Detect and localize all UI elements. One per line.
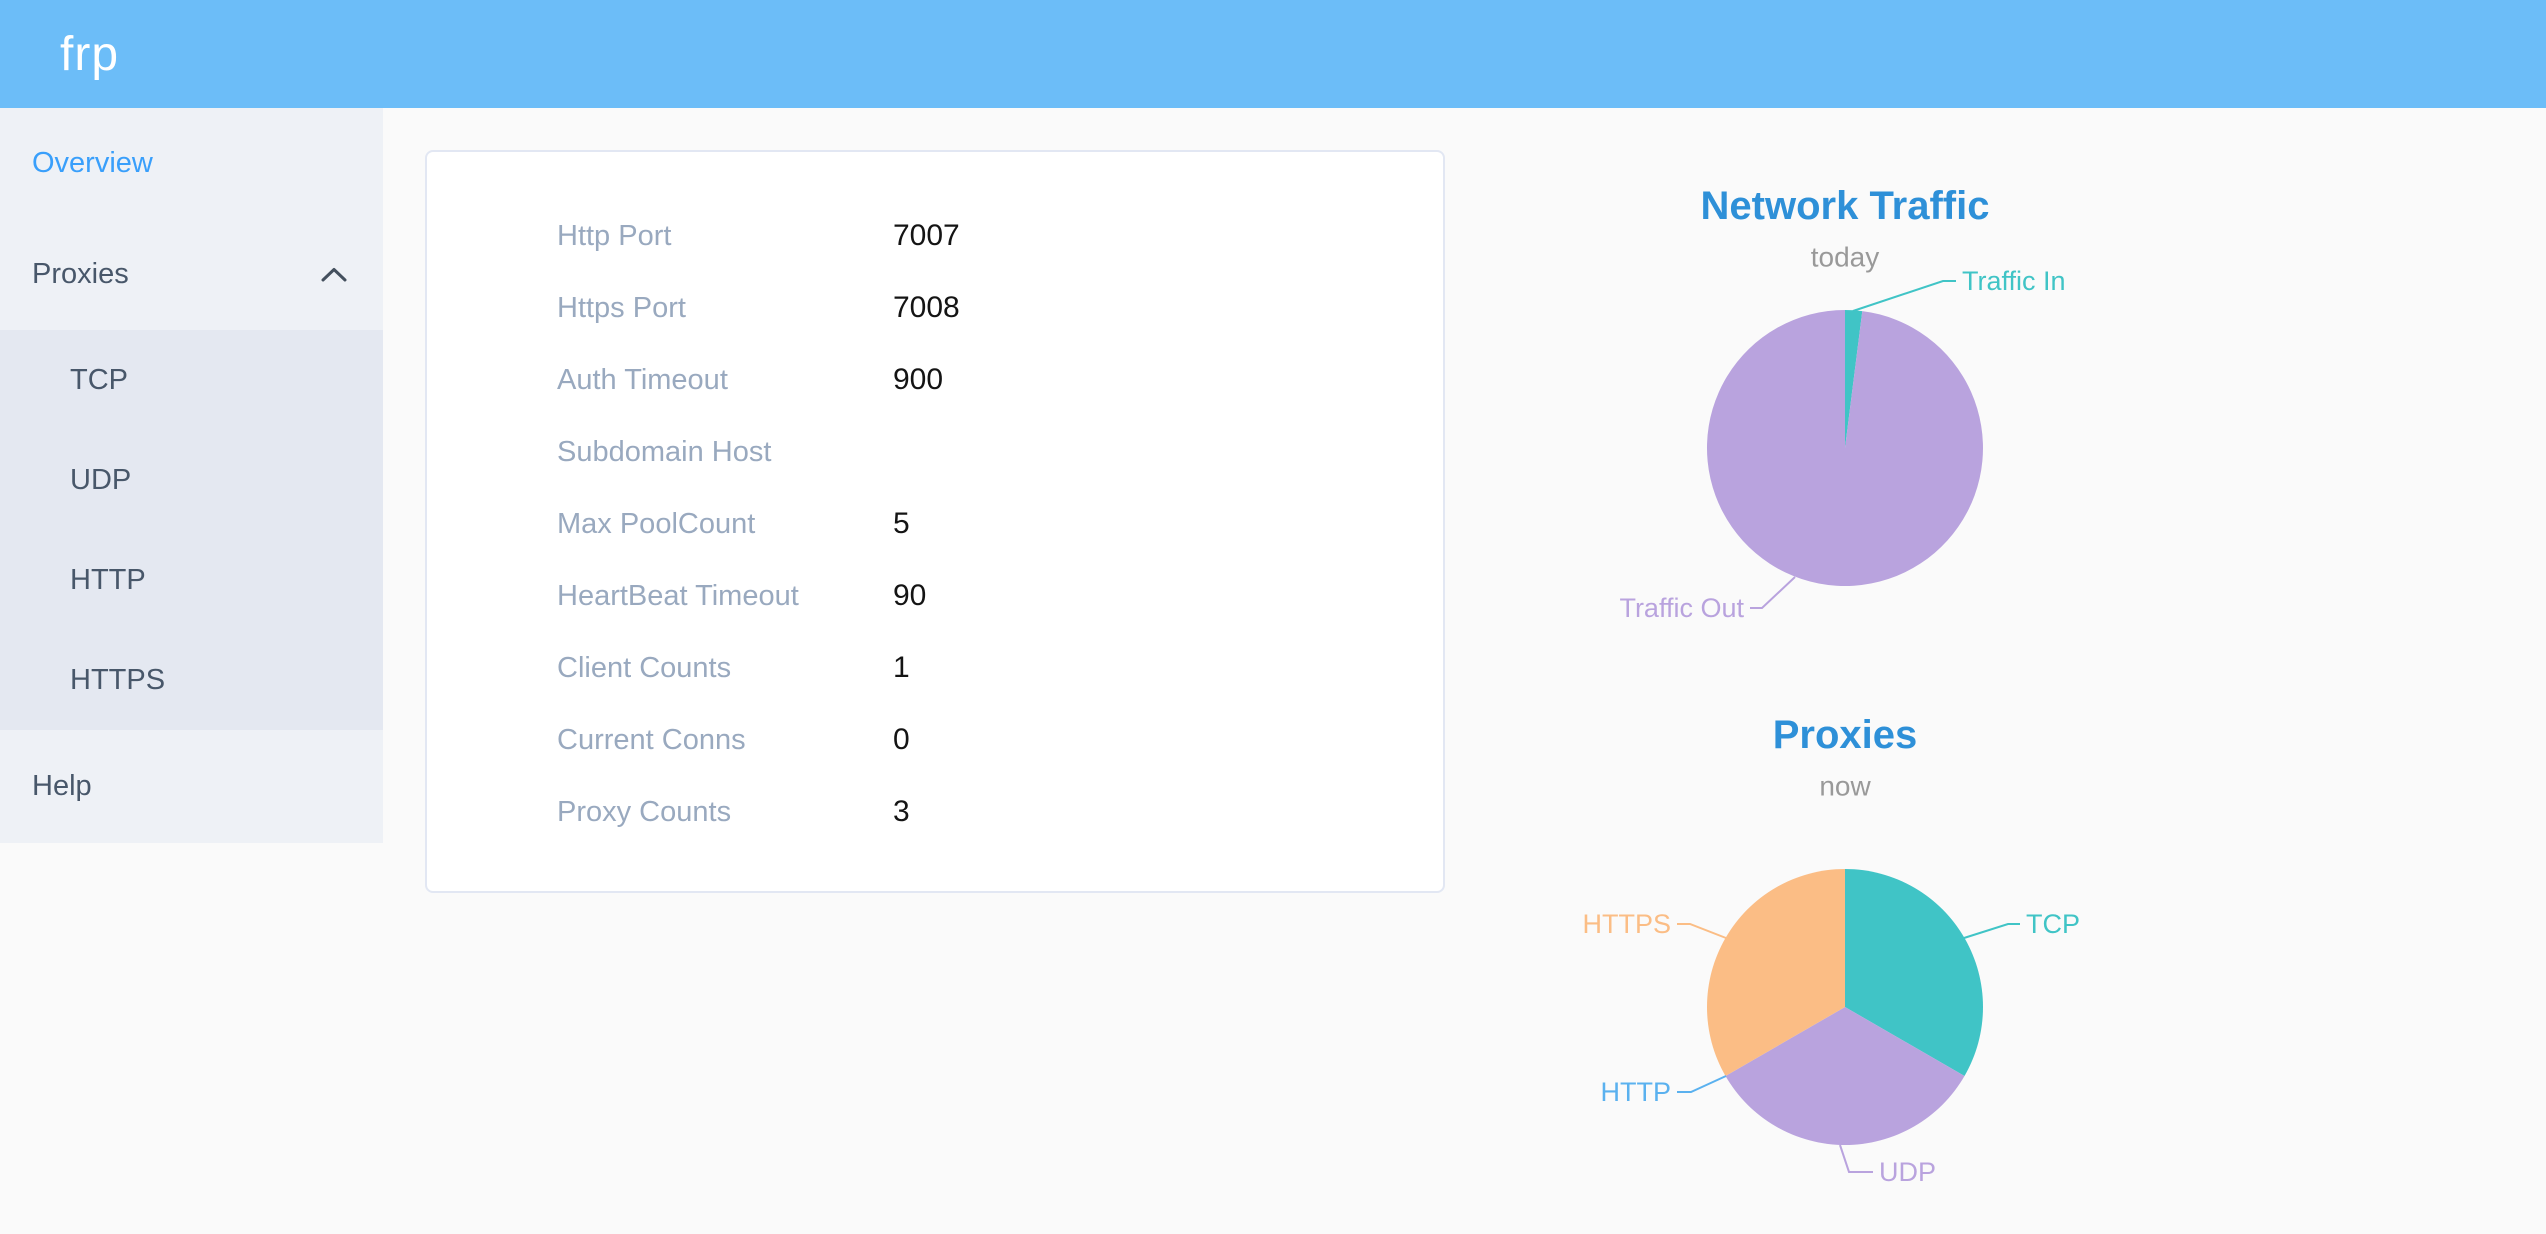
chart-subtitle: today: [1811, 242, 1880, 273]
sidebar-item-https[interactable]: HTTPS: [70, 663, 166, 696]
info-label: Https Port: [557, 291, 686, 324]
info-label: Auth Timeout: [557, 363, 728, 396]
info-label: Proxy Counts: [557, 795, 732, 828]
pie-leader-traffic-in: [1852, 280, 1956, 312]
sidebar-item-proxies[interactable]: Proxies: [0, 219, 383, 330]
app-logo: frp: [60, 27, 120, 81]
pie-label-tcp: TCP: [2026, 909, 2080, 939]
top-header: frp: [0, 0, 2546, 108]
info-label: Http Port: [557, 219, 672, 252]
info-row: Subdomain Host: [427, 416, 1443, 488]
sidebar-item-help[interactable]: Help: [0, 730, 383, 843]
sidebar-item-http[interactable]: HTTP: [70, 563, 146, 596]
info-row: Proxy Counts 3: [427, 776, 1443, 848]
info-row: Max PoolCount 5: [427, 488, 1443, 560]
info-row: Client Counts 1: [427, 632, 1443, 704]
pie-chart-network-traffic: Network Traffic today Traffic In Traffic Ou…: [1619, 184, 2066, 623]
server-info-card: Http Port 7007 Https Port 7008 Auth Timeout 9…: [425, 150, 1445, 893]
sidebar-item-label: Help: [32, 770, 92, 802]
info-value: 90: [893, 579, 927, 612]
info-value: 1: [893, 651, 910, 684]
info-label: HeartBeat Timeout: [557, 579, 799, 612]
chart-subtitle: now: [1819, 771, 1871, 802]
info-value: 3: [893, 795, 910, 828]
pie-slice-https[interactable]: [1707, 869, 1845, 1076]
sidebar-item-label: Overview: [32, 147, 153, 179]
pie-slice-tcp[interactable]: [1845, 869, 1983, 1076]
sidebar-item-tcp[interactable]: TCP: [70, 363, 128, 396]
sidebar-item-label: Proxies: [32, 258, 129, 290]
pie-label-udp: UDP: [1879, 1157, 1936, 1187]
sidebar-submenu: TCP UDP HTTP HTTPS: [0, 330, 383, 730]
info-row: Https Port 7008: [427, 272, 1443, 344]
info-value: 900: [893, 363, 944, 396]
info-value: 7008: [893, 291, 960, 324]
info-row: Current Conns 0: [427, 704, 1443, 776]
info-value: 7007: [893, 219, 960, 252]
pie-label-https: HTTPS: [1582, 909, 1671, 939]
info-value: 5: [893, 507, 910, 540]
pie-label-traffic-out: Traffic Out: [1619, 593, 1744, 623]
pie-label-traffic-in: Traffic In: [1962, 266, 2066, 296]
chevron-up-icon: [321, 267, 347, 282]
info-label: Subdomain Host: [557, 435, 772, 468]
sidebar-item-overview[interactable]: Overview: [0, 108, 383, 219]
pie-label-http: HTTP: [1601, 1077, 1672, 1107]
pie-leader-http: [1677, 1075, 1727, 1093]
pie-chart-proxies: Proxies now TCP UDP HTTP HTTPS: [1582, 713, 2080, 1187]
pie-leader-https: [1677, 923, 1727, 939]
pie-slice-traffic-out[interactable]: [1706, 309, 1983, 586]
chart-title: Network Traffic: [1701, 184, 1990, 228]
chart-title: Proxies: [1773, 713, 1918, 757]
info-value: 0: [893, 723, 910, 756]
info-label: Client Counts: [557, 651, 732, 684]
sidebar-menu: Overview Proxies TCP UDP HTTP HTTPS Help: [0, 108, 383, 843]
pie-slice-udp[interactable]: [1725, 1007, 1965, 1145]
info-label: Max PoolCount: [557, 507, 756, 540]
info-row: Auth Timeout 900: [427, 344, 1443, 416]
sidebar-item-udp[interactable]: UDP: [70, 463, 132, 496]
pie-leader-traffic-out: [1750, 576, 1796, 609]
pie-slice-traffic-in[interactable]: [1845, 310, 1863, 448]
info-label: Current Conns: [557, 723, 746, 756]
pie-leader-udp: [1839, 1144, 1873, 1173]
pie-leader-tcp: [1963, 923, 2020, 939]
info-row: Http Port 7007: [427, 200, 1443, 272]
info-row: HeartBeat Timeout 90: [427, 560, 1443, 632]
